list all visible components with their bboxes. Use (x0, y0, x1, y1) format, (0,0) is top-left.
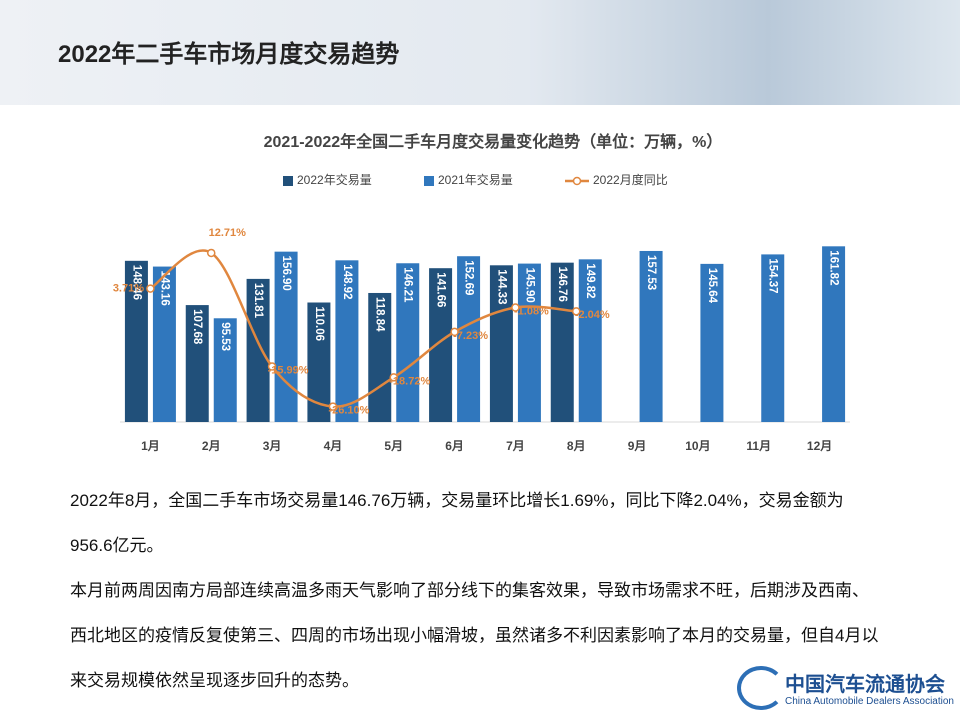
data-label: -7.23% (453, 330, 488, 342)
bar (457, 256, 481, 422)
bar (185, 305, 209, 422)
legend-label: 2021年交易量 (438, 172, 513, 187)
line-marker (328, 402, 338, 411)
paragraph: 2022年8月，全国二手车市场交易量146.76万辆，交易量环比增长1.69%，… (70, 491, 844, 555)
bar (152, 266, 176, 422)
data-label: 144.33 (495, 269, 507, 304)
header-band (0, 0, 960, 105)
slide-title: 2022年二手车市场月度交易趋势 (58, 41, 400, 68)
data-label: 154.37 (767, 258, 779, 293)
bar (761, 254, 785, 422)
x-tick-label: 9月 (628, 439, 647, 453)
data-label: 146.21 (402, 267, 414, 303)
bar (429, 268, 453, 422)
bar (700, 263, 724, 422)
data-label: 107.68 (191, 309, 203, 345)
legend-swatch (283, 176, 293, 186)
line-marker (146, 284, 155, 293)
line-marker (572, 307, 581, 316)
x-tick-label: 11月 (746, 439, 771, 453)
x-tick-label: 8月 (567, 439, 586, 453)
legend-label: 2022年交易量 (297, 172, 372, 187)
bar (822, 246, 846, 422)
x-tick-label: 5月 (384, 439, 403, 453)
bar (639, 250, 663, 422)
paragraph: 本月前两周因南方局部连续高温多雨天气影响了部分线下的集客效果，导致市场需求不旺，… (70, 581, 879, 690)
data-label: 3.71% (113, 282, 144, 294)
data-label: 12.71% (209, 227, 247, 239)
legend-swatch (424, 176, 434, 186)
line-marker (450, 327, 459, 337)
bar (246, 278, 270, 422)
bar (578, 259, 602, 422)
data-label: 152.69 (463, 260, 475, 295)
line-marker (267, 362, 277, 371)
bar (489, 265, 513, 422)
data-label: 141.66 (435, 272, 447, 307)
x-tick-label: 3月 (263, 439, 282, 453)
bar (335, 260, 359, 422)
data-label: 145.90 (523, 268, 535, 303)
data-label: 146.76 (556, 267, 568, 302)
logo-name: 中国汽车流通协会 (785, 672, 945, 696)
data-label: -1.08% (514, 305, 549, 317)
data-label: 118.84 (374, 297, 386, 332)
bar (396, 263, 420, 422)
x-tick-label: 1月 (141, 439, 160, 453)
body-text: 2022年8月，全国二手车市场交易量146.76万辆，交易量环比增长1.69%，… (70, 478, 885, 703)
x-tick-label: 12月 (807, 439, 832, 453)
data-label: -26.10% (328, 404, 369, 416)
chart: 2021-2022年全国二手车月度交易量变化趋势（单位：万辆，%） 2022年交易… (113, 132, 850, 453)
data-label: 161.82 (828, 250, 840, 285)
logo-subtitle: China Automobile Dealers Association (785, 696, 954, 707)
chart-title: 2021-2022年全国二手车月度交易量变化趋势（单位：万辆，%） (264, 132, 723, 151)
x-tick-label: 10月 (685, 439, 710, 453)
legend-label: 2022月度同比 (593, 172, 668, 187)
line-marker (207, 248, 216, 258)
data-label: 149.82 (584, 263, 596, 298)
logo-icon (737, 666, 785, 710)
data-label: -15.99% (268, 364, 309, 376)
data-label: -18.72% (389, 375, 430, 387)
data-label: 145.64 (706, 268, 718, 304)
bar (550, 262, 574, 422)
data-label: 148.46 (130, 265, 142, 300)
data-label: -2.04% (575, 309, 610, 321)
x-tick-label: 4月 (324, 439, 343, 453)
bar (274, 251, 298, 422)
x-tick-label: 7月 (506, 439, 525, 453)
line-marker (389, 373, 398, 382)
line-marker (511, 303, 520, 312)
data-label: 148.92 (341, 264, 353, 299)
bar (213, 318, 237, 422)
data-label: 95.53 (219, 322, 231, 351)
x-tick-label: 6月 (445, 439, 464, 453)
bar (517, 263, 541, 422)
logo: 中国汽车流通协会 China Automobile Dealers Associ… (735, 660, 960, 720)
legend-marker (572, 176, 582, 186)
bar (124, 260, 148, 422)
bar (307, 302, 331, 422)
data-label: 157.53 (645, 255, 657, 290)
data-label: 156.90 (280, 256, 292, 291)
x-tick-label: 2月 (202, 439, 221, 453)
data-label: 131.81 (252, 283, 264, 319)
data-label: 110.06 (313, 307, 325, 342)
